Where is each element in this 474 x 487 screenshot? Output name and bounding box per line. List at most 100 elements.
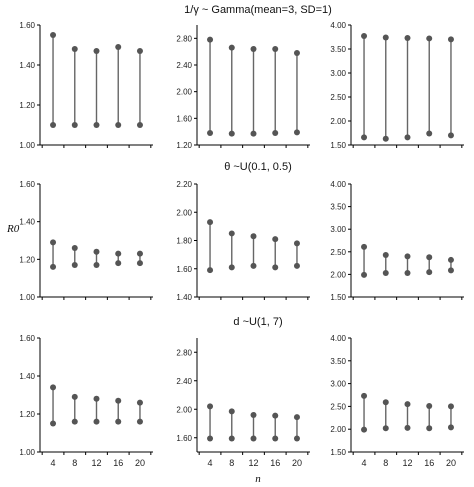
x-tick-label: 4 — [51, 458, 56, 468]
y-tick-label: 1.00 — [19, 448, 35, 457]
y-tick-label: 2.80 — [176, 34, 192, 43]
high-point — [115, 44, 122, 50]
low-point — [361, 134, 368, 141]
y-tick-label: 3.00 — [330, 380, 346, 389]
y-tick-label: 2.00 — [176, 208, 192, 217]
low-point — [71, 418, 78, 425]
high-point — [382, 34, 389, 41]
y-tick-label: 2.80 — [176, 348, 192, 357]
high-point — [361, 243, 368, 250]
x-tick-label: 16 — [113, 458, 123, 468]
high-point — [228, 230, 235, 237]
y-tick-label: 1.50 — [330, 141, 346, 150]
high-point — [136, 48, 143, 54]
low-point — [207, 267, 214, 274]
low-point — [382, 270, 389, 277]
high-point — [50, 239, 57, 246]
y-tick-label: 1.60 — [19, 334, 35, 343]
low-point — [50, 122, 57, 128]
x-tick-label: 12 — [248, 458, 258, 468]
low-point — [404, 424, 411, 431]
x-tick-label: 4 — [208, 458, 213, 468]
low-point — [71, 122, 78, 128]
high-point — [404, 34, 411, 41]
high-point — [136, 399, 143, 406]
y-tick-label: 3.50 — [330, 357, 346, 366]
high-point — [293, 50, 300, 56]
low-point — [115, 418, 122, 425]
x-tick-label: 20 — [135, 458, 145, 468]
y-tick-label: 2.50 — [330, 93, 346, 102]
y-tick-label: 2.00 — [330, 117, 346, 126]
row-title-gamma: 1/γ ~ Gamma(mean=3, SD=1) — [184, 4, 332, 16]
low-point — [382, 425, 389, 432]
high-point — [426, 402, 433, 409]
high-point — [272, 412, 279, 419]
low-point — [93, 418, 100, 425]
x-tick-label: 8 — [72, 458, 77, 468]
low-point — [272, 435, 279, 442]
panel-r2-c2: 1.50 2.00 2.50 3.00 3.50 4.00 4 8 12 16 20 — [330, 334, 464, 468]
y-tick-label: 1.00 — [19, 293, 35, 302]
y-tick-label: 4.00 — [330, 180, 346, 189]
low-point — [272, 264, 279, 271]
high-point — [293, 414, 300, 421]
high-point — [136, 250, 143, 257]
high-point — [207, 219, 214, 226]
x-tick-label: 16 — [270, 458, 280, 468]
high-point — [293, 240, 300, 247]
high-point — [250, 46, 257, 52]
low-point — [250, 435, 257, 442]
y-tick-label: 3.50 — [330, 203, 346, 212]
low-point — [93, 122, 100, 128]
low-point — [207, 435, 214, 442]
y-tick-label: 1.60 — [176, 114, 192, 123]
low-point — [136, 122, 143, 128]
chart-panels: 1.00 1.20 1.40 1.60 1.20 1.60 2.00 2.40 2.80 1.50… — [19, 21, 464, 468]
y-tick-label: 1.50 — [330, 293, 346, 302]
y-tick-label: 2.00 — [330, 270, 346, 279]
low-point — [447, 267, 454, 274]
high-point — [447, 403, 454, 410]
y-axis-label: R0 — [6, 223, 20, 235]
x-tick-label: 16 — [424, 458, 434, 468]
low-point — [272, 130, 279, 136]
high-point — [272, 46, 279, 52]
y-tick-label: 2.40 — [176, 377, 192, 386]
high-point — [361, 33, 368, 40]
high-point — [382, 399, 389, 406]
high-point — [250, 411, 257, 418]
panel-r1-c0: 1.00 1.20 1.40 1.60 — [19, 180, 153, 302]
high-point — [93, 248, 100, 255]
low-point — [361, 271, 368, 278]
x-tick-label: 8 — [229, 458, 234, 468]
y-tick-label: 1.40 — [19, 372, 35, 381]
low-point — [115, 122, 122, 128]
low-point — [115, 260, 122, 267]
high-point — [272, 236, 279, 243]
panel-r0-c2: 1.50 2.00 2.50 3.00 3.50 4.00 — [330, 21, 464, 150]
low-point — [404, 134, 411, 141]
low-point — [228, 435, 235, 442]
y-tick-label: 2.40 — [176, 61, 192, 70]
y-tick-label: 3.00 — [330, 225, 346, 234]
low-point — [93, 261, 100, 268]
low-point — [207, 130, 214, 136]
y-tick-label: 1.50 — [330, 448, 346, 457]
panel-r1-c1: 1.40 1.60 1.80 2.00 2.20 — [176, 180, 310, 302]
low-point — [447, 132, 454, 139]
panel-r1-c2: 1.50 2.00 2.50 3.00 3.50 4.00 — [330, 180, 464, 302]
low-point — [382, 135, 389, 142]
x-axis-label: n — [255, 473, 261, 485]
high-point — [115, 250, 122, 257]
y-tick-label: 1.20 — [19, 255, 35, 264]
high-point — [93, 395, 100, 402]
y-tick-label: 2.00 — [176, 405, 192, 414]
y-tick-label: 2.50 — [330, 402, 346, 411]
y-tick-label: 1.60 — [176, 434, 192, 443]
low-point — [404, 270, 411, 277]
y-tick-label: 2.20 — [176, 180, 192, 189]
low-point — [293, 435, 300, 442]
y-tick-label: 4.00 — [330, 21, 346, 30]
